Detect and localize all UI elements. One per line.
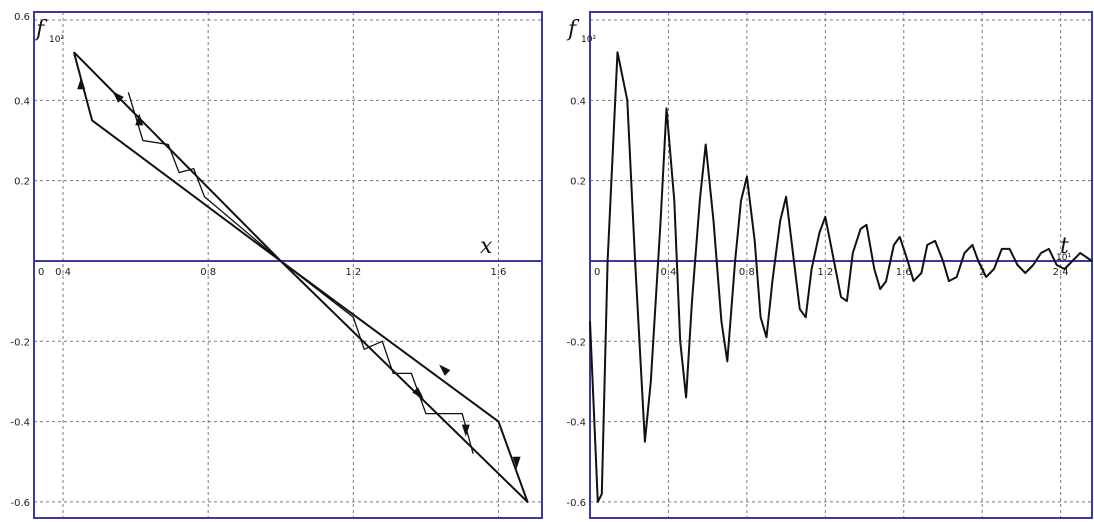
- x-tick-label: 2.4: [1053, 267, 1069, 278]
- x-tick-label: 0.8: [739, 267, 755, 278]
- x-scale-label: 10¹: [1056, 253, 1071, 263]
- time-response-chart-svg: 0.4 0.8 1.2 1.6 2 2.4 0 0.4 0.2 -0.2 -0.4 -0.6 f 10² t…: [566, 11, 1093, 519]
- y-tick-label: -0.6: [10, 498, 30, 509]
- flow-arrow: [461, 424, 470, 437]
- y-scale-label: 10²: [581, 35, 596, 45]
- x-tick-label: 1.2: [345, 267, 361, 278]
- x-tick-label: 1.6: [491, 267, 507, 278]
- y-scale-label: 10²: [49, 35, 64, 45]
- y-tick-label: -0.4: [10, 418, 30, 429]
- flow-arrow: [412, 387, 424, 399]
- x-origin-label: 0: [594, 267, 600, 278]
- flow-arrow: [135, 113, 144, 126]
- y-tick-label: -0.6: [566, 498, 586, 509]
- x-tick-label: 1.2: [817, 267, 833, 278]
- y-tick-label: -0.4: [566, 418, 586, 429]
- x-tick-label: 1.6: [896, 267, 912, 278]
- x-tick-label: 0.8: [200, 267, 216, 278]
- y-tick-label: 0.4: [570, 96, 586, 107]
- x-tick-label: 2: [979, 267, 985, 278]
- hysteresis-chart-svg: 0.4 0.8 1.2 1.6 0 0.4 0.2 -0.2 -0.4 -0.6 0.6 f 10² x: [10, 11, 543, 519]
- flow-arrow: [439, 364, 451, 376]
- x-tick-label: 0.4: [55, 267, 71, 278]
- flow-arrow: [77, 77, 86, 90]
- y-axis-label: f: [34, 17, 48, 42]
- series-line: [127, 92, 474, 454]
- flow-arrow: [512, 456, 521, 469]
- y-tick-label: 0.4: [14, 96, 30, 107]
- y-axis-label: f: [566, 17, 580, 42]
- y-tick-label: 0.2: [14, 177, 30, 188]
- x-axis-label: t: [1060, 234, 1069, 259]
- x-tick-label: 0.4: [660, 267, 676, 278]
- chart-left: 0.4 0.8 1.2 1.6 0 0.4 0.2 -0.2 -0.4 -0.6 0.6 f 10² x: [10, 11, 543, 519]
- y-tick-label: -0.2: [10, 337, 30, 348]
- x-origin-label: 0: [38, 267, 44, 278]
- y-tick-label: -0.2: [566, 337, 586, 348]
- x-axis-label: x: [480, 234, 493, 259]
- chart-right: 0.4 0.8 1.2 1.6 2 2.4 0 0.4 0.2 -0.2 -0.4 -0.6 f 10² t…: [560, 0, 1094, 522]
- series-line: [589, 51, 1093, 503]
- y-tick-label: 0.2: [570, 177, 586, 188]
- y-top-label: 0.6: [14, 12, 30, 23]
- flow-arrow: [112, 91, 124, 103]
